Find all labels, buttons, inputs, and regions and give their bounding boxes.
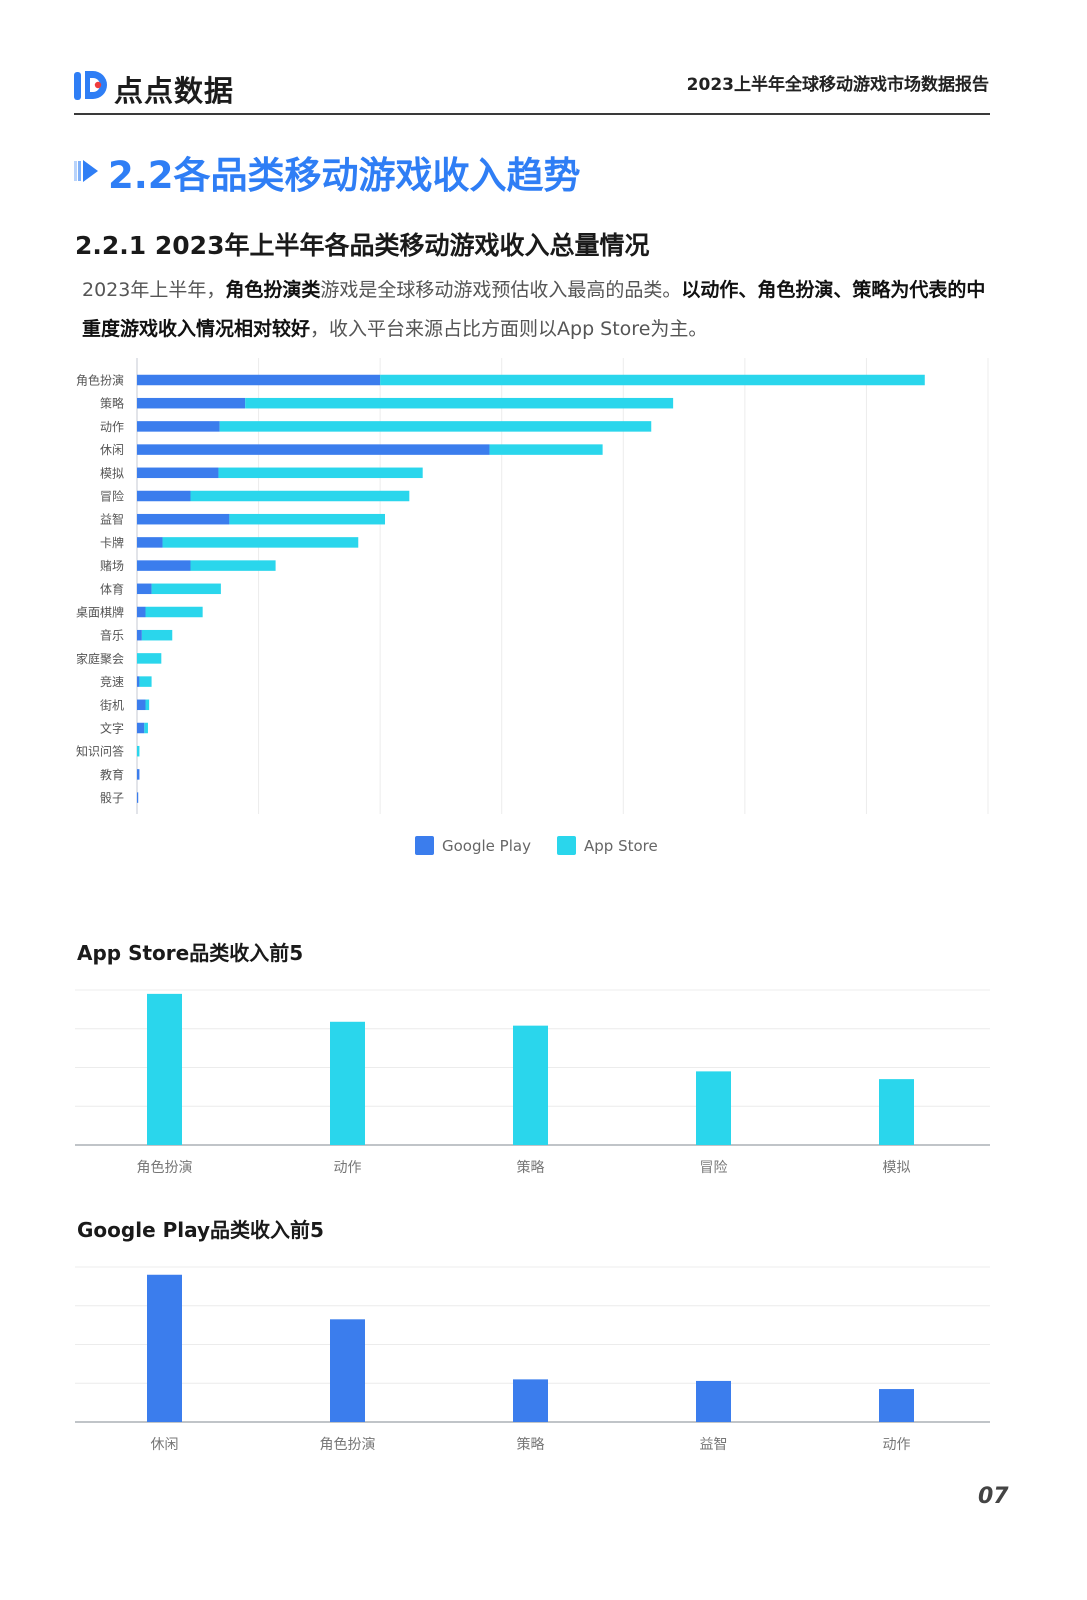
google-play-bar	[137, 537, 163, 548]
report-title: 2023上半年全球移动游戏市场数据报告	[686, 75, 989, 95]
google-play-bar	[137, 606, 146, 618]
app-store-bar	[144, 722, 148, 734]
app-store-bar	[145, 699, 150, 711]
google-play-category-label: 角色扮演	[320, 1436, 376, 1453]
app-store-bar	[151, 583, 221, 595]
app-store-bar	[137, 745, 140, 757]
legend-google-play-swatch	[415, 836, 434, 855]
google-play-bar	[137, 374, 381, 386]
legend-app-store-label: App Store	[584, 837, 658, 855]
app-store-category-label: 模拟	[883, 1160, 911, 1176]
para-text-3: ，收入平台来源占比方面则以App Store为主。	[310, 318, 708, 340]
section-arrow-icon	[74, 160, 98, 182]
app-store-bar	[162, 537, 359, 548]
app-store-bar	[330, 1021, 365, 1145]
category-tick-label: 街机	[100, 698, 124, 712]
category-tick-label: 休闲	[100, 443, 124, 457]
app-store-bar	[513, 1025, 548, 1145]
app-store-bar	[879, 1079, 914, 1145]
brand-logo: 点点数据	[74, 66, 244, 108]
google-play-category-label: 休闲	[151, 1437, 179, 1453]
app-store-category-label: 动作	[334, 1160, 362, 1176]
app-store-bar	[190, 490, 410, 502]
app-store-bar	[245, 397, 674, 409]
google-play-top5-chart: 休闲 角色扮演 策略 益智 动作	[75, 1266, 990, 1453]
app-store-bar	[489, 444, 603, 455]
google-play-bar	[137, 467, 219, 479]
app-store-bar	[380, 374, 925, 386]
google-play-bar	[137, 397, 246, 409]
category-tick-label: 音乐	[100, 628, 124, 643]
category-tick-label: 教育	[100, 767, 124, 782]
google-play-category-label: 动作	[883, 1437, 911, 1453]
app-store-top5-chart: 角色扮演 动作 策略 冒险 模拟	[75, 989, 990, 1176]
category-tick-label: 家庭聚会	[76, 651, 124, 666]
app-store-bar	[147, 993, 182, 1145]
category-tick-label: 赌场	[100, 559, 124, 573]
para-text-2: 游戏是全球移动游戏预估收入最高的品类。	[320, 279, 682, 301]
google-play-bar	[137, 583, 152, 595]
app-store-bar	[141, 629, 173, 641]
google-play-bar	[137, 792, 139, 803]
google-play-bar	[147, 1274, 182, 1422]
category-tick-label: 益智	[100, 512, 124, 527]
google-play-bar	[137, 629, 142, 641]
google-play-category-label: 策略	[517, 1436, 545, 1453]
section-title: 2.2各品类移动游戏收入趋势	[108, 154, 581, 197]
google-play-bar	[513, 1379, 548, 1422]
para-bold-2: 以动作、角色扮演、策略为代表的中重度游戏收入情况相对较好	[82, 279, 986, 340]
app-store-bar	[190, 560, 276, 571]
app-store-category-label: 策略	[517, 1159, 545, 1176]
subsection-title: 2.2.1 2023年上半年各品类移动游戏收入总量情况	[75, 231, 650, 260]
app-store-bar	[229, 513, 386, 525]
category-tick-label: 动作	[100, 420, 124, 434]
category-revenue-chart: 角色扮演策略动作休闲模拟冒险益智卡牌赌场体育桌面棋牌音乐家庭聚会竞速街机文字知识…	[76, 358, 989, 855]
app-store-bar	[218, 467, 423, 479]
app-store-bar	[139, 676, 152, 687]
google-play-bar	[137, 699, 146, 711]
para-text-1: 2023年上半年，	[82, 279, 226, 301]
app-store-bar	[696, 1071, 731, 1145]
category-tick-label: 竞速	[100, 675, 124, 689]
google-play-bar	[137, 676, 140, 687]
category-tick-label: 骰子	[100, 791, 124, 805]
app-store-category-label: 冒险	[700, 1160, 728, 1176]
para-bold-1: 角色扮演类	[225, 279, 321, 301]
google-play-bar	[137, 513, 230, 525]
category-tick-label: 策略	[100, 396, 124, 411]
brand-name: 点点数据	[114, 74, 235, 108]
google-play-bar	[696, 1380, 731, 1422]
app-store-category-label: 角色扮演	[137, 1159, 193, 1176]
google-play-bar	[137, 444, 490, 455]
google-play-bar	[137, 722, 145, 734]
legend-google-play-label: Google Play	[442, 837, 531, 855]
category-tick-label: 桌面棋牌	[76, 606, 124, 620]
app-store-bar	[219, 421, 652, 432]
category-tick-label: 知识问答	[76, 744, 124, 759]
google-play-bar	[330, 1319, 365, 1422]
google-play-bar	[137, 421, 220, 432]
category-tick-label: 体育	[100, 581, 124, 596]
category-tick-label: 冒险	[100, 489, 124, 504]
google-play-chart-title: Google Play品类收入前5	[77, 1218, 324, 1242]
google-play-category-label: 益智	[700, 1437, 728, 1453]
google-play-bar	[879, 1389, 914, 1422]
header-divider	[74, 113, 990, 115]
google-play-bar	[137, 490, 191, 502]
category-tick-label: 角色扮演	[76, 373, 124, 388]
app-store-bar	[145, 606, 203, 618]
category-tick-label: 文字	[100, 721, 124, 736]
logo-icon	[74, 71, 107, 100]
legend-app-store-swatch	[557, 836, 576, 855]
google-play-bar	[137, 769, 140, 780]
app-store-bar	[137, 653, 162, 664]
app-store-chart-title: App Store品类收入前5	[77, 941, 304, 965]
category-tick-label: 模拟	[100, 466, 124, 480]
category-tick-label: 卡牌	[100, 536, 124, 550]
page-number: 07	[978, 1484, 1009, 1509]
summary-paragraph: 2023年上半年，角色扮演类游戏是全球移动游戏预估收入最高的品类。以动作、角色扮…	[82, 271, 987, 349]
google-play-bar	[137, 560, 191, 571]
